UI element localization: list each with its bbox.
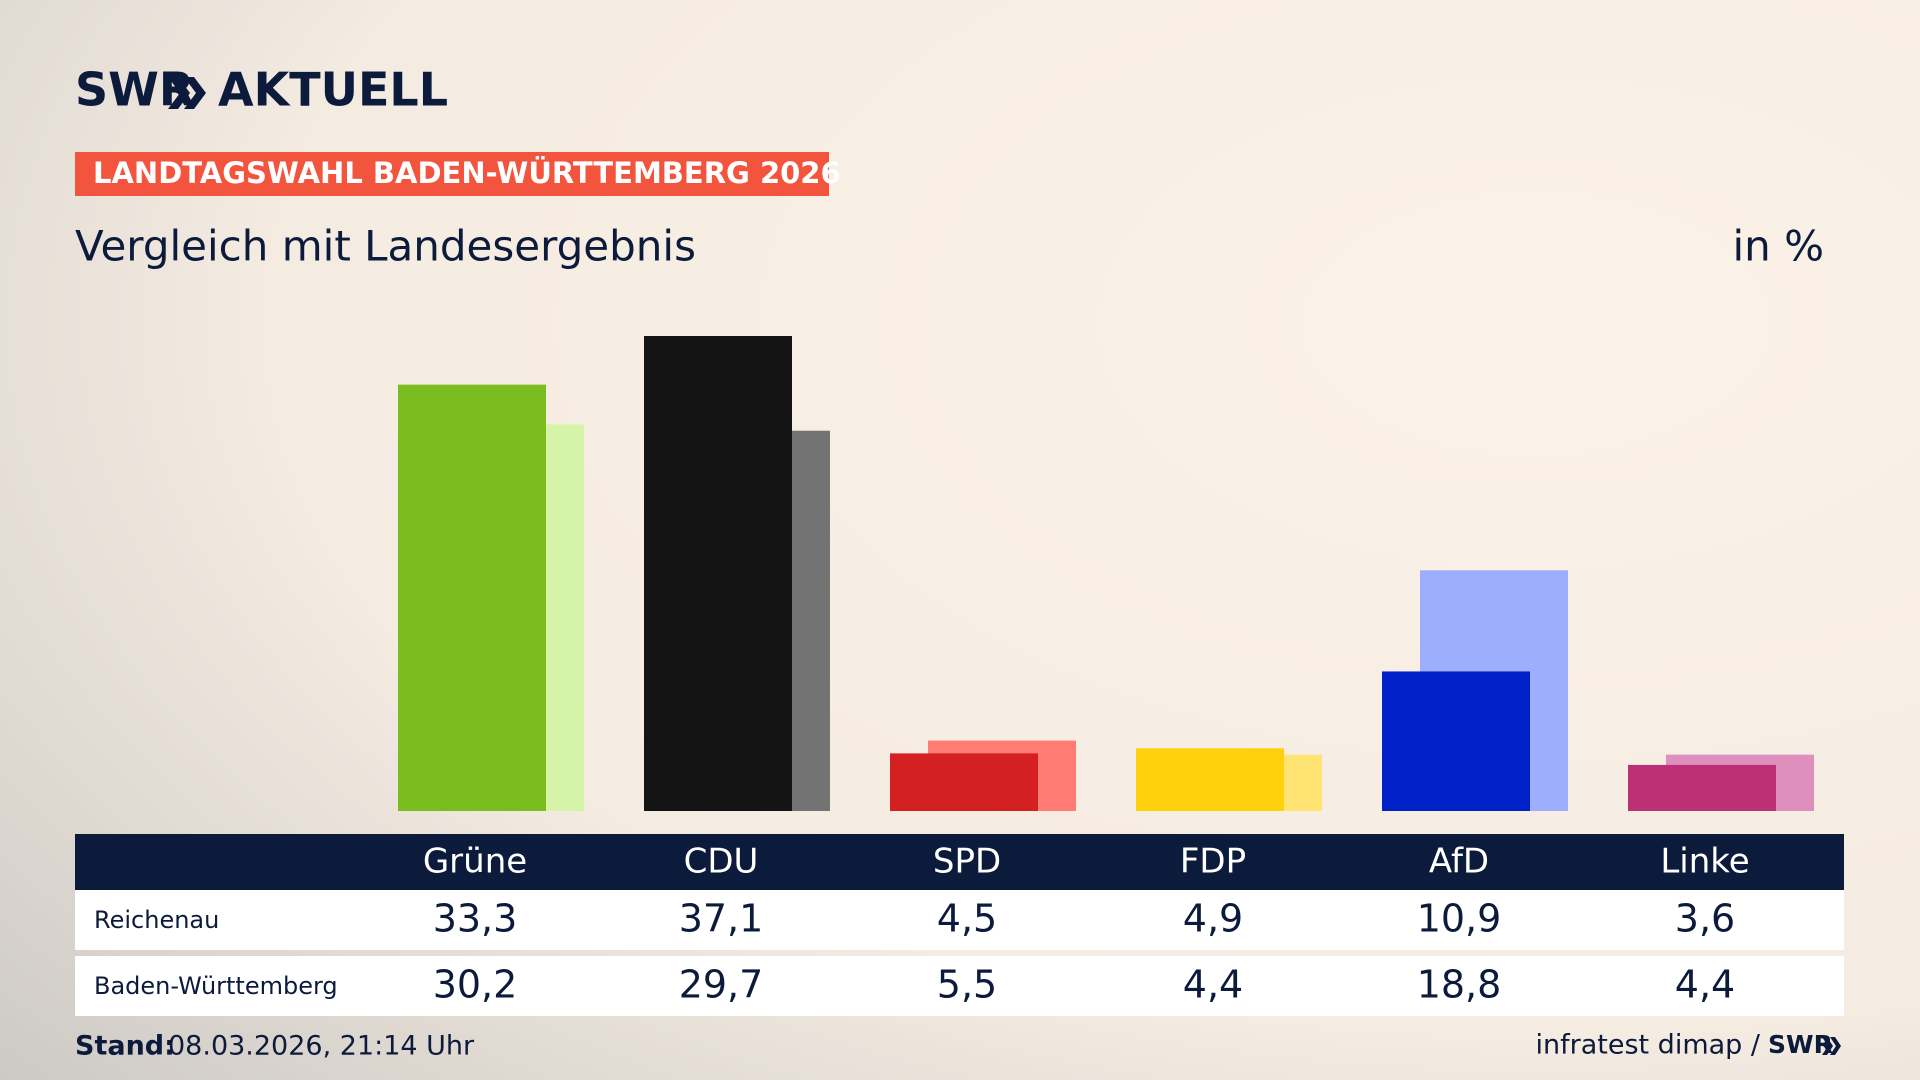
value-label: 18,8 xyxy=(1417,963,1502,1007)
logo-chevrons xyxy=(168,77,206,109)
bar xyxy=(1628,764,1776,811)
source: infratest dimap / xyxy=(1535,1030,1760,1061)
table-row xyxy=(75,890,1844,950)
row-label: Baden-Württemberg xyxy=(94,972,338,1000)
category-label: FDP xyxy=(1180,842,1246,882)
value-label: 4,9 xyxy=(1183,897,1243,941)
product-name: AKTUELL xyxy=(218,63,448,117)
bar xyxy=(644,336,792,811)
value-label: 29,7 xyxy=(679,963,764,1007)
value-label: 10,9 xyxy=(1417,897,1502,941)
bar xyxy=(890,753,1038,811)
chart-title: Vergleich mit Landesergebnis xyxy=(75,222,696,271)
bar xyxy=(398,384,546,811)
unit: in % xyxy=(1732,222,1824,271)
tag: LANDTAGSWAHL BADEN-WÜRTTEMBERG 2026 xyxy=(93,156,841,190)
row-label: Reichenau xyxy=(94,906,219,934)
category-label: Linke xyxy=(1660,842,1749,882)
table-header xyxy=(75,834,1844,890)
value-label: 4,4 xyxy=(1183,963,1243,1007)
category-label: CDU xyxy=(684,842,759,882)
stand: 08.03.2026, 21:14 Uhr xyxy=(168,1031,475,1062)
value-label: 33,3 xyxy=(433,897,518,941)
value-label: 4,5 xyxy=(937,897,997,941)
table-row xyxy=(75,956,1844,1016)
stand-label: Stand: xyxy=(75,1031,175,1062)
bar xyxy=(1382,671,1530,811)
bar xyxy=(1136,748,1284,811)
source-logo-chevrons xyxy=(1822,1037,1841,1055)
source-logo: SWR xyxy=(1768,1030,1833,1059)
category-label: Grüne xyxy=(423,842,527,882)
value-label: 3,6 xyxy=(1675,897,1735,941)
value-label: 4,4 xyxy=(1675,963,1735,1007)
value-label: 30,2 xyxy=(433,963,518,1007)
value-label: 37,1 xyxy=(679,897,764,941)
tag-box xyxy=(75,152,829,196)
value-label: 5,5 xyxy=(937,963,997,1007)
category-label: SPD xyxy=(933,842,1001,882)
category-label: AfD xyxy=(1429,842,1489,882)
